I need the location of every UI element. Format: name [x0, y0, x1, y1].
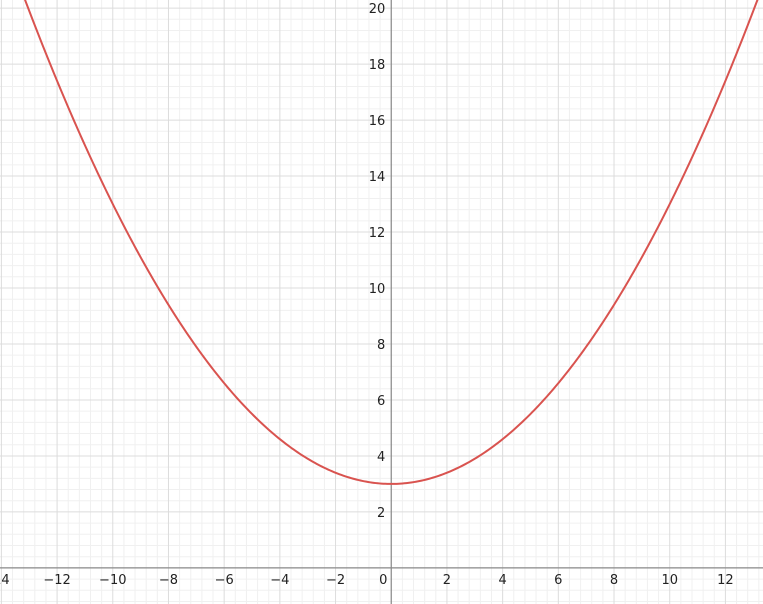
x-tick-label: 12: [717, 573, 734, 588]
y-tick-label: 6: [377, 394, 385, 409]
x-tick-label: 10: [661, 573, 678, 588]
x-tick-label: −10: [99, 573, 126, 588]
curves: [24, 0, 759, 485]
parabola-curve: [24, 0, 759, 485]
x-tick-label: 6: [554, 573, 562, 588]
x-tick-label: −8: [159, 573, 178, 588]
x-tick-label: 4: [498, 573, 506, 588]
y-tick-label: 10: [369, 282, 386, 297]
y-tick-label: 16: [369, 114, 386, 129]
y-tick-label: 8: [377, 338, 385, 353]
x-tick-label: −6: [215, 573, 234, 588]
x-tick-label: 0: [379, 573, 387, 588]
y-tick-label: 2: [377, 506, 385, 521]
x-tick-label: 2: [443, 573, 451, 588]
y-tick-label: 18: [369, 58, 386, 73]
y-tick-label: 4: [377, 450, 385, 465]
x-tick-label: −12: [43, 573, 70, 588]
y-tick-label: 14: [369, 170, 386, 185]
y-tick-label: 12: [369, 226, 386, 241]
tick-labels: 14 −12 −10 −8 −6 −4 −2 0 2 4 6 8 10 12 2 4 6 8 10 12 14 16 18 2…: [0, 2, 734, 588]
y-tick-label: 20: [369, 2, 386, 17]
x-tick-label: −2: [326, 573, 345, 588]
x-tick-label: −4: [270, 573, 289, 588]
x-tick-label: 14: [0, 573, 10, 588]
x-tick-label: 8: [610, 573, 618, 588]
